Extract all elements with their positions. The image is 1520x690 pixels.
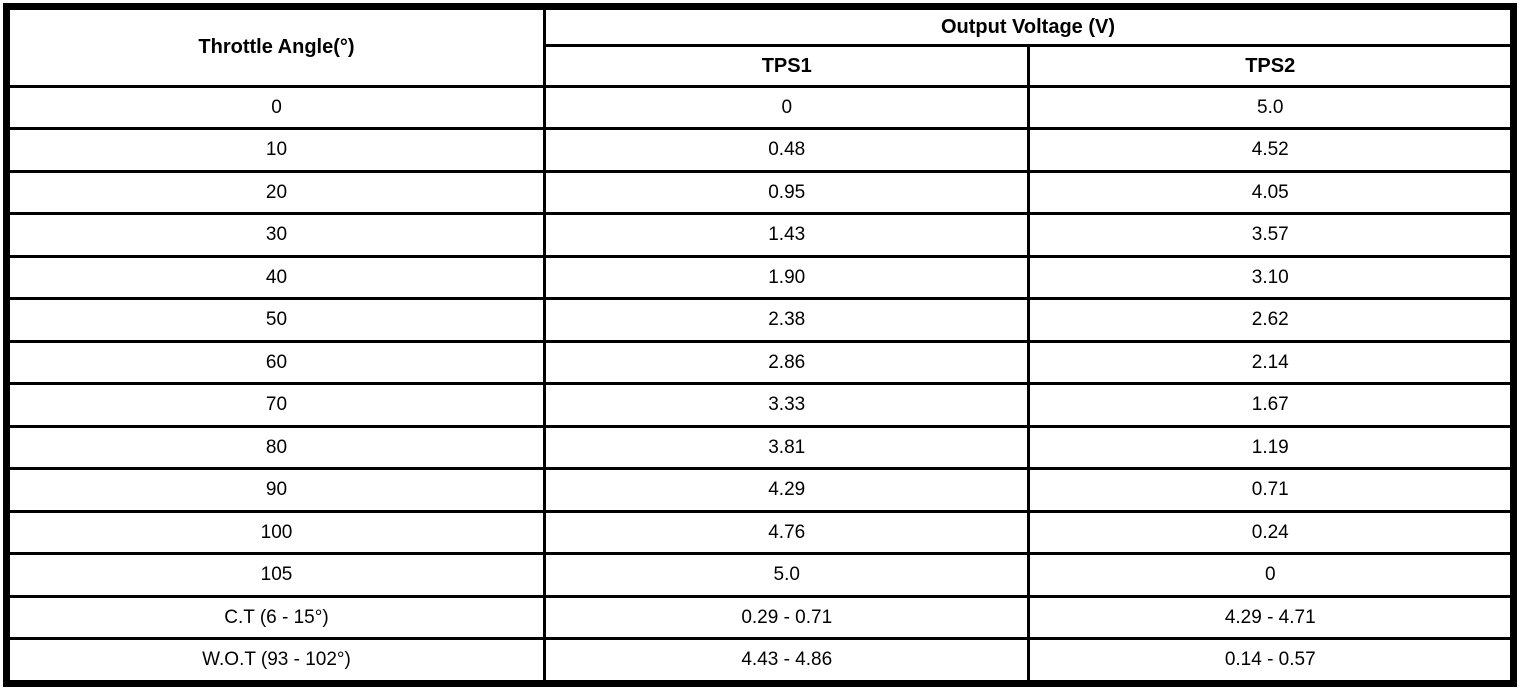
cell-throttle-angle: 0: [5, 84, 546, 131]
table-body: 0 0 5.0 10 0.48 4.52 20 0.95 4.05 30 1.43 3.57 40 1.9…: [5, 84, 1515, 685]
cell-tps1-voltage: 2.86: [542, 339, 1031, 386]
cell-tps2-voltage: 2.62: [1027, 297, 1515, 343]
cell-tps2-voltage: 0: [1027, 552, 1515, 598]
table-row: 30 1.43 3.57: [5, 212, 1515, 258]
cell-tps1-voltage: 0.95: [542, 169, 1031, 216]
table-row: C.T (6 - 15°) 0.29 - 0.71 4.29 - 4.71: [5, 594, 1515, 641]
cell-tps1-voltage: 2.38: [542, 297, 1031, 343]
cell-tps1-voltage: 1.90: [542, 254, 1031, 301]
col-header-output-voltage: Output Voltage (V): [542, 5, 1516, 47]
col-header-tps2: TPS2: [1027, 44, 1515, 88]
table-row: 80 3.81 1.19: [5, 424, 1515, 471]
cell-tps1-voltage: 1.43: [542, 212, 1031, 258]
cell-throttle-angle: 50: [5, 297, 546, 343]
table-row: 20 0.95 4.05: [5, 169, 1515, 216]
cell-tps1-voltage: 0.29 - 0.71: [542, 594, 1031, 641]
cell-throttle-angle: 100: [5, 509, 546, 556]
cell-throttle-angle: 105: [5, 552, 546, 598]
col-header-tps1: TPS1: [542, 44, 1031, 88]
cell-throttle-angle: 30: [5, 212, 546, 258]
cell-tps2-voltage: 2.14: [1027, 339, 1515, 386]
cell-throttle-angle: 80: [5, 424, 546, 471]
cell-tps1-voltage: 0.48: [542, 127, 1031, 173]
table-row: W.O.T (93 - 102°) 4.43 - 4.86 0.14 - 0.57: [5, 637, 1515, 685]
cell-tps1-voltage: 4.29: [542, 467, 1031, 513]
cell-tps1-voltage: 3.33: [542, 382, 1031, 428]
cell-throttle-angle: 70: [5, 382, 546, 428]
table-row: 90 4.29 0.71: [5, 467, 1515, 513]
cell-tps2-voltage: 4.52: [1027, 127, 1515, 173]
table-row: 70 3.33 1.67: [5, 382, 1515, 428]
cell-tps1-voltage: 4.43 - 4.86: [542, 637, 1031, 685]
cell-tps2-voltage: 4.29 - 4.71: [1027, 594, 1515, 641]
header-row-group: Throttle Angle(°) Output Voltage (V): [5, 5, 1516, 88]
cell-tps2-voltage: 3.57: [1027, 212, 1515, 258]
cell-throttle-angle: 40: [5, 254, 546, 301]
table-row: 60 2.86 2.14: [5, 339, 1515, 386]
cell-tps2-voltage: 0.24: [1027, 509, 1515, 556]
col-header-throttle-angle: Throttle Angle(°): [5, 5, 546, 88]
cell-tps2-voltage: 1.19: [1027, 424, 1515, 471]
cell-throttle-angle: W.O.T (93 - 102°): [5, 637, 546, 685]
table-row: 105 5.0 0: [5, 552, 1515, 598]
cell-throttle-angle: 60: [5, 339, 546, 386]
tps-output-voltage-table: Throttle Angle(°) Output Voltage (V) TPS…: [3, 3, 1517, 687]
cell-throttle-angle: 20: [5, 169, 546, 216]
cell-tps2-voltage: 3.10: [1027, 254, 1515, 301]
cell-tps2-voltage: 0.14 - 0.57: [1027, 637, 1515, 685]
table-row: 0 0 5.0: [5, 84, 1515, 131]
cell-tps2-voltage: 4.05: [1027, 169, 1515, 216]
table-header: Throttle Angle(°) Output Voltage (V) TPS…: [5, 5, 1516, 88]
table-row: 40 1.90 3.10: [5, 254, 1515, 301]
cell-tps2-voltage: 1.67: [1027, 382, 1515, 428]
cell-tps1-voltage: 4.76: [542, 509, 1031, 556]
table-row: 50 2.38 2.62: [5, 297, 1515, 343]
cell-tps2-voltage: 5.0: [1027, 84, 1515, 131]
table-row: 100 4.76 0.24: [5, 509, 1515, 556]
cell-throttle-angle: 90: [5, 467, 546, 513]
cell-tps1-voltage: 3.81: [542, 424, 1031, 471]
table-row: 10 0.48 4.52: [5, 127, 1515, 173]
cell-tps1-voltage: 0: [542, 84, 1031, 131]
cell-throttle-angle: C.T (6 - 15°): [5, 594, 546, 641]
cell-tps1-voltage: 5.0: [542, 552, 1031, 598]
cell-tps2-voltage: 0.71: [1027, 467, 1515, 513]
cell-throttle-angle: 10: [5, 127, 546, 173]
header-row-sub: TPS1 TPS2: [7, 44, 1515, 88]
